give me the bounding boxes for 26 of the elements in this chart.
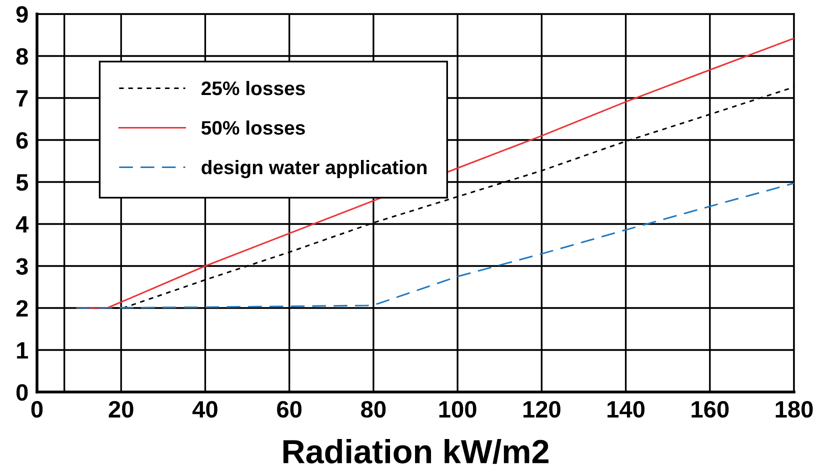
legend-label: 50% losses — [201, 120, 305, 135]
x-axis-title: Radiation kW/m2 — [283, 439, 548, 464]
line-series — [76, 182, 794, 309]
x-tick-label: 180 — [776, 400, 813, 418]
y-tick-label: 8 — [16, 48, 28, 65]
line-series — [76, 38, 794, 309]
legend-label: design water application — [202, 160, 427, 178]
x-tick-label: 40 — [192, 400, 218, 418]
x-tick-label: 160 — [692, 400, 729, 418]
y-tick-label: 5 — [16, 174, 28, 191]
x-tick-label: 120 — [523, 400, 560, 418]
x-tick-label: 80 — [361, 400, 386, 418]
x-tick-label: 100 — [439, 400, 476, 418]
y-tick-label: 3 — [16, 258, 28, 275]
x-tick-label: 20 — [108, 400, 134, 418]
y-tick-label: 4 — [16, 216, 29, 233]
y-tick-label: 2 — [16, 300, 28, 317]
y-tick-label: 1 — [17, 342, 28, 359]
y-tick-label: 0 — [16, 384, 28, 401]
x-tick-label: 60 — [277, 400, 302, 418]
y-tick-label: 6 — [16, 132, 28, 149]
legend-label: 25% losses — [202, 80, 305, 96]
y-tick-label: 9 — [16, 6, 28, 23]
x-tick-label: 0 — [31, 400, 43, 418]
y-tick-label: 7 — [16, 90, 28, 107]
x-tick-label: 140 — [608, 400, 645, 418]
